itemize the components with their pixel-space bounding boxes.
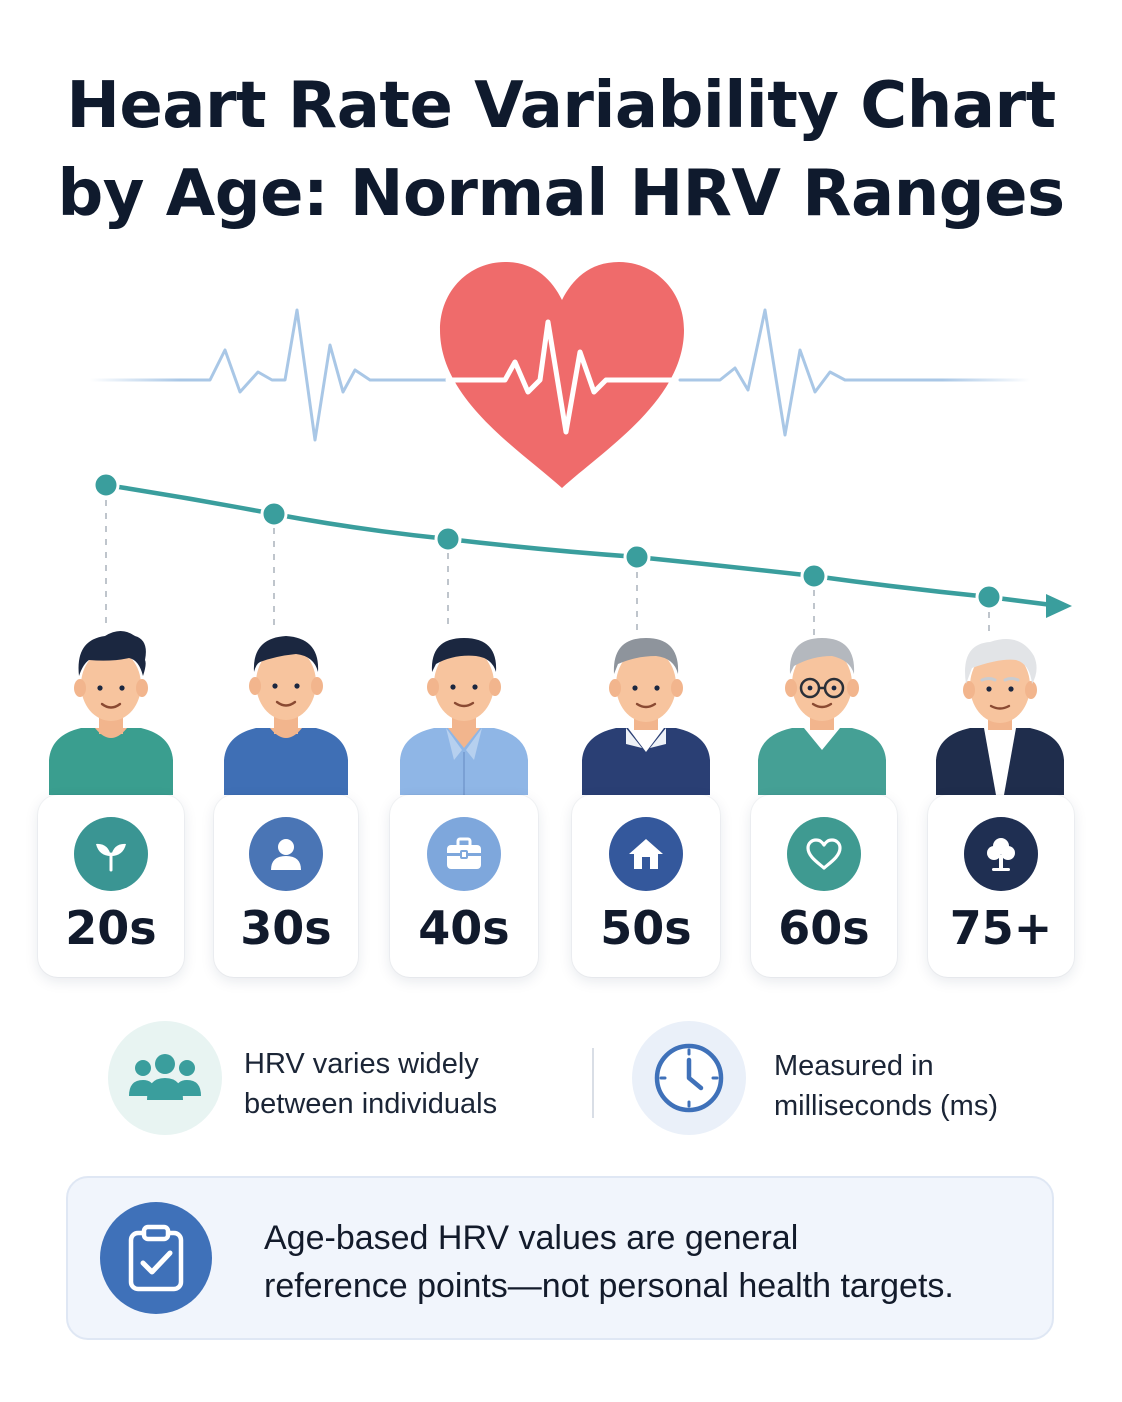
heart-icon xyxy=(440,262,684,488)
age-label-50s: 50s xyxy=(600,901,692,955)
group-icon xyxy=(108,1021,222,1135)
clipboard-check-icon xyxy=(100,1202,212,1314)
age-label-75plus: 75+ xyxy=(949,901,1053,955)
age-label-40s: 40s xyxy=(418,901,510,955)
disclaimer-note: Age-based HRV values are general referen… xyxy=(66,1176,1054,1340)
age-label-20s: 20s xyxy=(65,901,157,955)
age-label-30s: 30s xyxy=(240,901,332,955)
info-row: HRV varies widely between individuals Me… xyxy=(0,1018,1122,1148)
home-icon xyxy=(609,817,683,891)
title-line-2: by Age: Normal HRV Ranges xyxy=(57,157,1065,231)
age-label-60s: 60s xyxy=(778,901,870,955)
trend-arrow-head xyxy=(1046,594,1072,618)
trend-line xyxy=(103,482,1055,608)
info-text-line-1: Measured in xyxy=(774,1050,934,1082)
person-icon xyxy=(249,817,323,891)
ecg-line-right xyxy=(678,308,1032,437)
ecg-line-left xyxy=(88,308,452,442)
trend-point-50s xyxy=(623,543,651,571)
trend-point-75plus xyxy=(975,583,1003,611)
age-card-30s: 30s xyxy=(214,795,358,977)
age-card-20s: 20s xyxy=(38,795,184,977)
info-text-line-2: between individuals xyxy=(244,1088,498,1120)
age-card-75plus: 75+ xyxy=(928,795,1074,977)
avatar-20s xyxy=(49,631,173,795)
page-title: Heart Rate Variability Chart by Age: Nor… xyxy=(0,62,1122,238)
ecg-line-heart xyxy=(445,319,679,435)
avatar-60s xyxy=(758,638,886,795)
heart-outline-icon xyxy=(787,817,861,891)
sprout-icon xyxy=(74,817,148,891)
age-card-40s: 40s xyxy=(390,795,538,977)
avatar-75plus xyxy=(936,639,1064,795)
tree-icon xyxy=(964,817,1038,891)
trend-point-30s xyxy=(260,500,288,528)
trend-point-60s xyxy=(800,562,828,590)
clock-icon xyxy=(632,1021,746,1135)
avatar-50s xyxy=(582,638,710,795)
avatar-40s xyxy=(400,638,528,795)
trend-point-20s xyxy=(92,471,120,499)
trend-point-40s xyxy=(434,525,462,553)
info-text-individuals: HRV varies widely between individuals xyxy=(244,1044,497,1124)
guide-lines xyxy=(105,500,990,635)
disclaimer-line-1: Age-based HRV values are general xyxy=(264,1219,799,1257)
briefcase-icon xyxy=(427,817,501,891)
info-divider xyxy=(592,1048,594,1118)
info-text-line-1: HRV varies widely xyxy=(244,1048,479,1080)
info-text-units: Measured in milliseconds (ms) xyxy=(774,1046,998,1126)
info-text-line-2: milliseconds (ms) xyxy=(774,1090,998,1122)
disclaimer-text: Age-based HRV values are general referen… xyxy=(264,1214,954,1310)
title-line-1: Heart Rate Variability Chart xyxy=(66,69,1056,143)
age-card-50s: 50s xyxy=(572,795,720,977)
age-card-60s: 60s xyxy=(751,795,897,977)
avatar-30s xyxy=(224,636,348,795)
disclaimer-line-2: reference points—not personal health tar… xyxy=(264,1267,954,1305)
